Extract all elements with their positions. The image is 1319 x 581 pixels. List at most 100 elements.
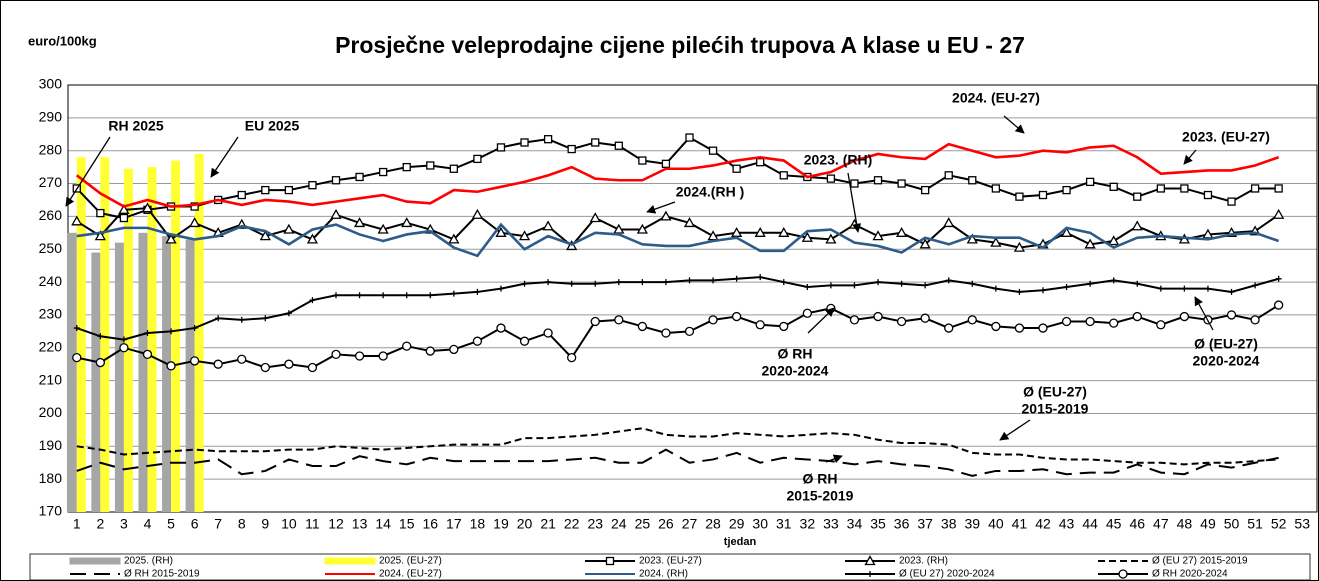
x-tick-label: 38 <box>941 516 957 532</box>
marker <box>992 285 999 292</box>
marker <box>1156 320 1166 330</box>
marker <box>306 233 319 244</box>
marker <box>864 555 876 566</box>
x-tick-label: 36 <box>894 516 910 532</box>
x-tick-label: 28 <box>705 516 721 532</box>
marker <box>378 167 388 177</box>
y-tick-label: 210 <box>39 371 63 387</box>
marker <box>801 231 813 242</box>
annotation: 2020-2024 <box>1193 353 1260 369</box>
x-tick-label: 53 <box>1294 516 1310 532</box>
annotation: 2023. (EU-27) <box>1182 129 1270 145</box>
marker <box>1060 226 1073 237</box>
marker <box>966 233 978 244</box>
x-tick-label: 7 <box>214 516 222 532</box>
marker <box>827 282 834 289</box>
marker <box>1180 184 1189 193</box>
marker <box>1061 316 1072 327</box>
marker <box>591 138 600 147</box>
marker <box>215 315 222 322</box>
bar <box>138 232 148 513</box>
x-axis-label: tjedan <box>724 536 757 548</box>
marker <box>590 316 600 327</box>
marker <box>520 138 529 147</box>
line <box>76 304 1280 369</box>
marker <box>1134 280 1141 287</box>
marker <box>944 323 954 333</box>
bar <box>147 167 157 512</box>
legend-label: Ø RH 2015-2019 <box>124 569 200 580</box>
marker <box>1087 280 1094 287</box>
marker <box>1109 318 1119 328</box>
legend-box <box>29 553 1311 581</box>
marker <box>683 217 696 228</box>
marker <box>355 172 364 182</box>
marker <box>919 238 931 249</box>
x-tick-label: 33 <box>823 516 839 532</box>
marker <box>1226 310 1237 320</box>
marker <box>191 325 198 332</box>
marker <box>802 308 812 318</box>
marker <box>873 176 883 185</box>
marker <box>1273 208 1285 219</box>
marker <box>378 351 388 361</box>
marker <box>990 236 1002 247</box>
marker <box>661 328 671 338</box>
annotation: RH 2025 <box>108 118 163 134</box>
marker <box>1203 190 1213 200</box>
annotation: 2024.(RH ) <box>676 184 744 200</box>
marker <box>991 321 1001 332</box>
marker <box>867 571 873 577</box>
x-tick-label: 20 <box>517 516 533 532</box>
marker <box>920 313 930 323</box>
marker <box>922 282 929 289</box>
marker <box>260 362 270 373</box>
marker <box>686 277 693 284</box>
x-tick-label: 8 <box>238 516 246 532</box>
marker <box>944 171 953 180</box>
marker <box>733 275 740 282</box>
x-tick-label: 14 <box>375 516 391 532</box>
marker <box>637 321 648 332</box>
legend-label: Ø (EU 27) 2015-2019 <box>1152 556 1248 567</box>
marker <box>168 328 175 335</box>
marker <box>331 176 341 185</box>
legend-label: 2025. (EU-27) <box>379 556 442 567</box>
x-tick-label: 29 <box>729 516 745 532</box>
marker <box>1202 228 1214 239</box>
legend-label: 2023. (RH) <box>899 556 948 567</box>
annotation: 2015-2019 <box>1022 401 1089 417</box>
annotation-arrow <box>1183 149 1197 165</box>
marker <box>943 217 955 228</box>
marker <box>780 279 787 286</box>
annotation-arrow <box>999 419 1031 441</box>
marker <box>142 349 153 359</box>
bar <box>194 153 204 512</box>
x-tick-label: 30 <box>752 516 768 532</box>
marker <box>119 343 129 353</box>
x-tick-label: 51 <box>1247 516 1263 532</box>
marker <box>1156 184 1165 193</box>
bar <box>114 242 124 512</box>
marker <box>354 351 365 361</box>
bar <box>67 232 77 513</box>
x-tick-label: 2 <box>96 516 104 532</box>
legend-label: Ø RH 2020-2024 <box>1152 569 1228 580</box>
marker <box>308 181 317 190</box>
marker <box>825 233 837 244</box>
y-tick-label: 230 <box>39 306 63 322</box>
marker <box>1084 238 1096 249</box>
x-tick-label: 22 <box>564 516 580 532</box>
x-tick-label: 1 <box>73 516 81 532</box>
marker <box>72 352 82 363</box>
marker <box>967 315 977 325</box>
annotation: Ø (EU-27) <box>1023 384 1087 400</box>
marker <box>96 208 105 218</box>
y-tick-label: 220 <box>39 338 63 354</box>
annotation-arrow <box>1003 115 1025 134</box>
marker <box>238 316 245 323</box>
x-tick-label: 15 <box>399 516 415 532</box>
x-tick-label: 6 <box>191 516 199 532</box>
x-tick-label: 42 <box>1035 516 1051 532</box>
